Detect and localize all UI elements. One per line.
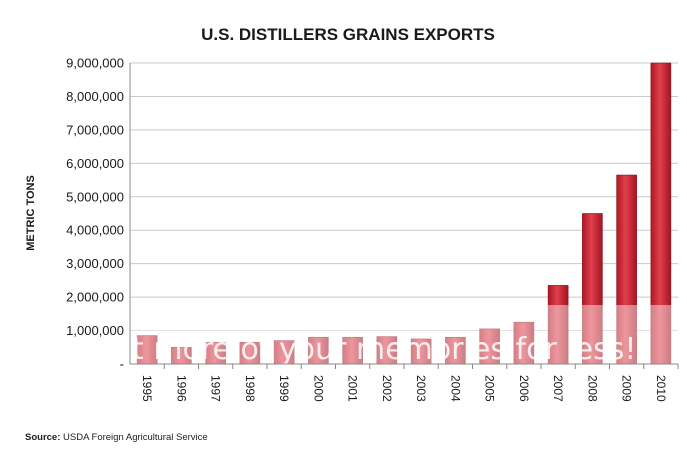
x-tick-label: 2008 [585, 375, 599, 402]
x-tick-label: 2006 [517, 375, 531, 402]
y-tick-label: 6,000,000 [66, 156, 124, 171]
x-tick-label: 1997 [209, 375, 223, 402]
watermark-overlay-text: t more of your memories for less! [132, 332, 636, 367]
x-tick-label: 1999 [277, 375, 291, 402]
x-tick-label: 2005 [483, 375, 497, 402]
x-axis-ticks: 1995 1996 1997 1998 1999 2000 2001 2002 2003 2004… [140, 364, 679, 402]
y-tick-label: 4,000,000 [66, 223, 124, 238]
bars [136, 62, 672, 365]
source-label: Source: [25, 432, 61, 443]
source-text: USDA Foreign Agricultural Service [63, 432, 208, 443]
x-tick-label: 2007 [551, 375, 565, 402]
x-tick-label: 1998 [243, 375, 257, 402]
x-tick-label: 1995 [140, 375, 154, 402]
y-tick-label: 9,000,000 [66, 56, 124, 71]
y-tick-label: 3,000,000 [66, 256, 124, 271]
x-tick-label: 2000 [311, 375, 325, 402]
y-tick-label: 7,000,000 [66, 122, 124, 137]
y-axis-label: METRIC TONS [25, 175, 37, 251]
x-tick-label: 2002 [380, 375, 394, 402]
y-axis-ticks: - 1,000,000 2,000,000 3,000,000 4,000,000 5,0… [66, 56, 124, 372]
watermark-band [130, 305, 678, 364]
x-tick-label: 2009 [620, 375, 634, 402]
y-tick-label: 5,000,000 [66, 189, 124, 204]
x-tick-label: 1996 [174, 375, 188, 402]
y-tick-label: 2,000,000 [66, 290, 124, 305]
chart-title: U.S. DISTILLERS GRAINS EXPORTS [201, 25, 495, 44]
gridlines [130, 62, 678, 332]
y-tick-label: 8,000,000 [66, 89, 124, 104]
x-tick-label: 2001 [346, 375, 360, 402]
source-note: Source: USDA Foreign Agricultural Servic… [25, 432, 208, 443]
x-tick-label: 2004 [448, 375, 462, 402]
x-tick-label: 2003 [414, 375, 428, 402]
y-tick-label: 1,000,000 [66, 323, 124, 338]
y-tick-label: - [120, 357, 124, 372]
x-tick-label: 2010 [654, 375, 668, 402]
